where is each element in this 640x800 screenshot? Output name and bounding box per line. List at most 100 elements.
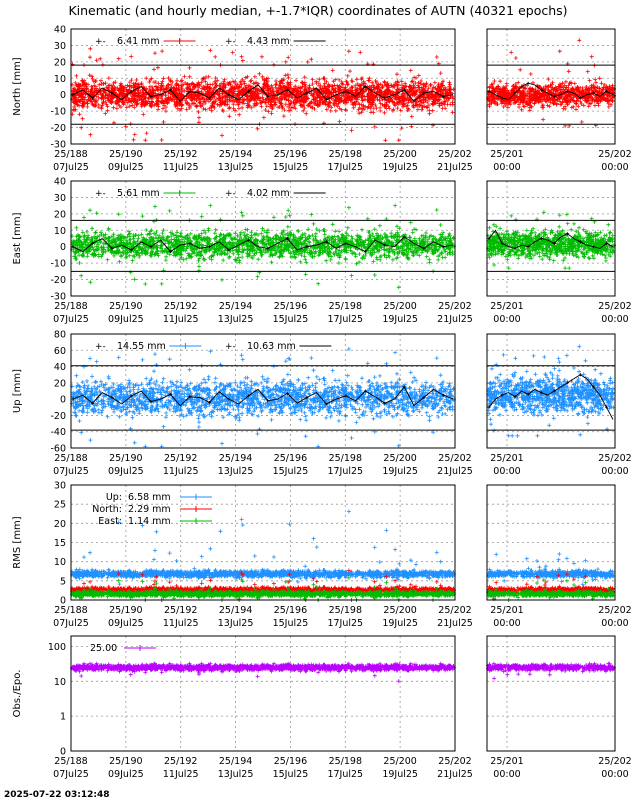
y-tick-label: 5 [60, 576, 66, 587]
median-point [487, 405, 491, 409]
rms-east-scatter [486, 577, 616, 602]
legend-value: 6.41 mm [117, 36, 160, 47]
legend-value: 25.00 [90, 643, 117, 654]
legend-point-sample [176, 190, 183, 196]
panel-rms: 0 5 10 15 20 25 30 RMS [mm] 25/188 07Jul25 25/190 0… [12, 481, 632, 630]
y-tick-label: 20 [54, 519, 66, 530]
obs-scatter [70, 661, 456, 684]
median-point [500, 393, 504, 397]
generation-timestamp: 2025-07-22 03:12:48 [4, 790, 109, 800]
x-tick-label-top: 25/200 [383, 605, 416, 616]
x-tick-label-top: 25/194 [219, 605, 252, 616]
median-point [513, 246, 517, 250]
median-point [71, 397, 75, 401]
x-tick-label-bottom: 00:00 [493, 162, 520, 173]
median-point [324, 402, 328, 406]
plot-frame [70, 635, 456, 752]
median-point [363, 389, 367, 393]
x-tick-label-bottom: 15Jul25 [273, 618, 309, 629]
median-point [402, 235, 406, 239]
median-point [246, 89, 250, 93]
x-tick-label-bottom: 11Jul25 [163, 314, 199, 325]
x-tick-label-bottom: 21Jul25 [437, 618, 473, 629]
median-point [383, 243, 387, 247]
median-point [526, 392, 530, 396]
median-point [422, 91, 426, 95]
x-tick-label-bottom: 00:00 [493, 314, 520, 325]
x-tick-label-bottom: 19Jul25 [382, 314, 418, 325]
y-tick-label: 60 [54, 346, 66, 357]
median-point [266, 399, 270, 403]
x-tick-label-bottom: 00:00 [601, 618, 628, 629]
x-tick-label-bottom: 13Jul25 [218, 618, 254, 629]
plot-frame [486, 635, 616, 752]
median-point [90, 401, 94, 405]
median-point [441, 94, 445, 98]
median-point [168, 250, 172, 254]
x-tick-label-top: 25/192 [164, 301, 197, 312]
x-tick-label-bottom: 09Jul25 [108, 162, 144, 173]
up-scatter-zoom [486, 344, 616, 438]
x-tick-label-bottom: 17Jul25 [327, 314, 363, 325]
median-point [266, 94, 270, 98]
median-point [513, 395, 517, 399]
median-point [110, 91, 114, 95]
median-point [441, 393, 445, 397]
x-tick-label-bottom: 07Jul25 [53, 466, 89, 477]
x-tick-label-top: 25/196 [274, 605, 307, 616]
panel-obs: 0 1 10 100 Obs./Epo. 25/188 07Jul25 25/190 09Jul… [12, 635, 632, 780]
x-tick-label-top: 25/202 [598, 605, 631, 616]
x-tick-label-bottom: 07Jul25 [53, 618, 89, 629]
x-tick-label-top: 25/198 [329, 301, 362, 312]
x-tick-label-bottom: 11Jul25 [163, 466, 199, 477]
y-axis-label: North [mm] [12, 57, 23, 116]
legend-series-name: North: [92, 504, 122, 515]
median-point [129, 248, 133, 252]
x-tick-label-bottom: 00:00 [493, 466, 520, 477]
x-tick-label-top: 25/200 [383, 756, 416, 767]
x-tick-label-top: 25/190 [109, 756, 142, 767]
y-tick-label: 40 [54, 25, 66, 36]
x-tick-label-bottom: 21Jul25 [437, 314, 473, 325]
plot-frame [486, 28, 616, 145]
x-tick-label-bottom: 13Jul25 [218, 769, 254, 780]
legend-point-sample [182, 343, 189, 349]
median-point [591, 385, 595, 389]
median-point [539, 88, 543, 92]
median-point [149, 94, 153, 98]
x-tick-label-top: 25/192 [164, 453, 197, 464]
median-point [591, 91, 595, 95]
legend-series-name: East: [98, 516, 122, 527]
median-point [71, 245, 75, 249]
median-point [188, 395, 192, 399]
x-tick-label-bottom: 00:00 [601, 769, 628, 780]
y-tick-label: 30 [54, 481, 66, 492]
median-point [526, 245, 530, 249]
y-tick-label: -30 [50, 292, 66, 303]
x-tick-label-bottom: 11Jul25 [163, 618, 199, 629]
legend-point-sample [193, 494, 199, 500]
median-point [344, 89, 348, 93]
median-point [487, 89, 491, 93]
median-point [565, 232, 569, 236]
x-tick-label-bottom: 19Jul25 [382, 618, 418, 629]
x-tick-label-top: 25/194 [219, 149, 252, 160]
median-point [402, 385, 406, 389]
median-point [324, 240, 328, 244]
x-tick-label-bottom: 13Jul25 [218, 466, 254, 477]
x-tick-label-bottom: 09Jul25 [108, 769, 144, 780]
legend-value: 14.55 mm [117, 341, 166, 352]
x-tick-label-bottom: 15Jul25 [273, 162, 309, 173]
y-tick-label: -20 [50, 275, 66, 286]
east-scatter-zoom [486, 210, 616, 271]
x-tick-label-top: 25/201 [490, 756, 523, 767]
x-tick-label-top: 25/202 [438, 149, 471, 160]
median-point [129, 394, 133, 398]
y-tick-label: 30 [54, 193, 66, 204]
median-point [383, 401, 387, 405]
x-tick-label-bottom: 09Jul25 [108, 618, 144, 629]
x-tick-label-top: 25/200 [383, 453, 416, 464]
x-tick-label-top: 25/188 [54, 605, 87, 616]
x-tick-label-bottom: 13Jul25 [218, 314, 254, 325]
